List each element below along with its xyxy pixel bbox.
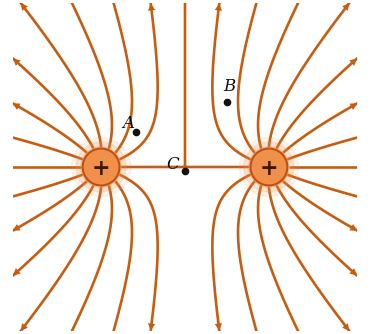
Circle shape <box>81 147 121 187</box>
Circle shape <box>249 147 289 187</box>
Text: B: B <box>223 77 235 95</box>
Circle shape <box>71 138 131 196</box>
Text: +: + <box>260 159 278 180</box>
Circle shape <box>239 138 299 196</box>
Circle shape <box>83 149 120 185</box>
Text: A: A <box>122 115 134 132</box>
Text: +: + <box>92 159 110 180</box>
Circle shape <box>244 142 294 192</box>
Circle shape <box>76 142 126 192</box>
Circle shape <box>250 149 287 185</box>
Text: C: C <box>166 156 179 173</box>
